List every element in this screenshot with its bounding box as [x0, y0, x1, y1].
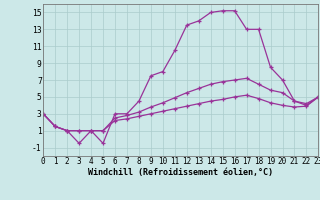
- X-axis label: Windchill (Refroidissement éolien,°C): Windchill (Refroidissement éolien,°C): [88, 168, 273, 177]
